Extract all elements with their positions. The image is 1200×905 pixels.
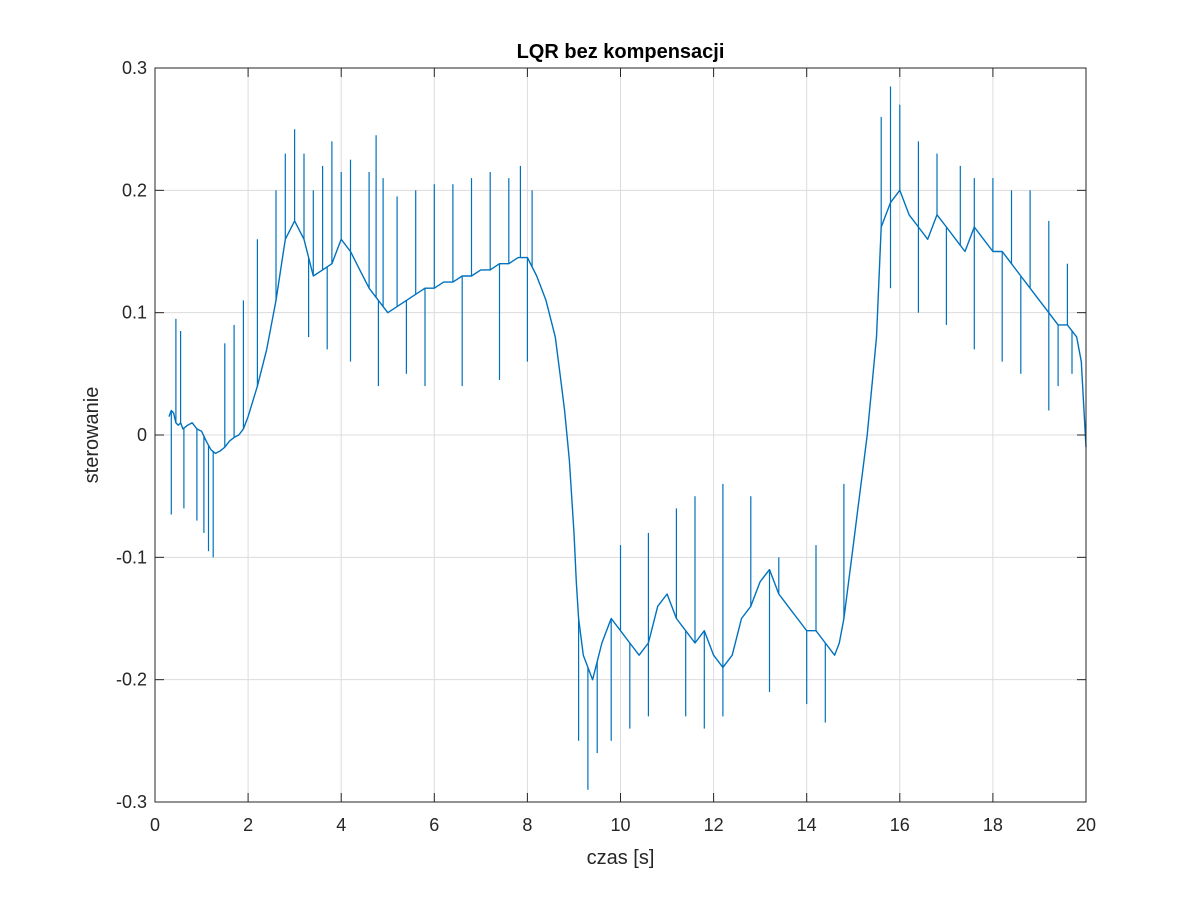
series-line-0 — [168, 189, 1087, 681]
y-tick-label: -0.3 — [116, 792, 147, 812]
x-tick-label: 6 — [429, 815, 439, 835]
y-tick-label: 0.2 — [122, 180, 147, 200]
y-tick-label: 0 — [137, 425, 147, 445]
ticks: 0 2 4 6 8 10 12 14 16 18 20 -0.3 -0.2 -0.1 0 0.1 0.2 0.3 — [116, 58, 1096, 835]
y-tick-label: -0.2 — [116, 670, 147, 690]
x-tick-label: 4 — [336, 815, 346, 835]
x-tick-label: 18 — [983, 815, 1003, 835]
x-tick-label: 8 — [522, 815, 532, 835]
x-tick-label: 12 — [704, 815, 724, 835]
y-tick-label: -0.1 — [116, 547, 147, 567]
y-axis-label: sterowanie — [81, 387, 103, 484]
x-tick-label: 20 — [1076, 815, 1096, 835]
x-tick-label: 0 — [150, 815, 160, 835]
x-tick-label: 16 — [890, 815, 910, 835]
x-tick-label: 10 — [610, 815, 630, 835]
y-tick-label: 0.3 — [122, 58, 147, 78]
x-axis-label: czas [s] — [587, 847, 655, 869]
x-tick-label: 14 — [797, 815, 817, 835]
series-layer — [168, 86, 1087, 790]
x-tick-label: 2 — [243, 815, 253, 835]
y-tick-label: 0.1 — [122, 303, 147, 323]
chart-title: LQR bez kompensacji — [517, 41, 725, 63]
